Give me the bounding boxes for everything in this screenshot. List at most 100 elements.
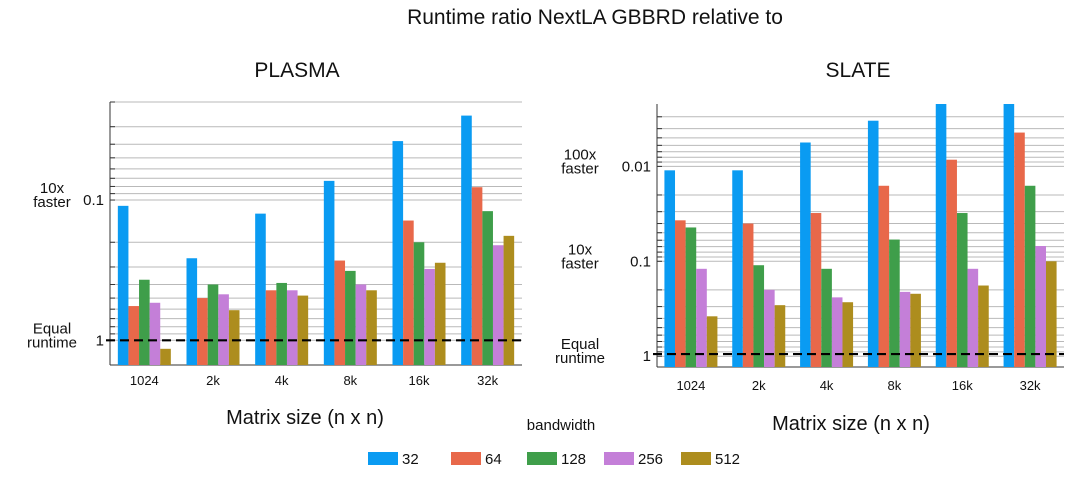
x-tick-label: 4k (275, 373, 289, 388)
bar-256-4k (286, 290, 298, 365)
y-tick-label: 1 (643, 348, 651, 365)
x-tick-label: 2k (206, 373, 220, 388)
legend-label-64: 64 (485, 451, 502, 468)
bar-128-8k (889, 239, 900, 367)
bar-64-1024 (128, 306, 140, 365)
bar-128-16k (413, 242, 425, 365)
bar-32-32k (1003, 104, 1015, 367)
legend-swatch-256 (604, 452, 634, 465)
bar-64-16k (403, 220, 414, 365)
x-axis-label: Matrix size (n x n) (772, 413, 930, 435)
bar-256-8k (899, 291, 911, 367)
y-tick-label: 1 (96, 332, 104, 349)
bar-32-2k (186, 258, 198, 365)
bar-256-16k (967, 268, 979, 367)
bar-32-32k (461, 115, 472, 365)
bar-256-32k (492, 245, 504, 365)
figure-title: Runtime ratio NextLA GBBRD relative to (407, 6, 783, 29)
legend-label-512: 512 (715, 451, 740, 468)
annotation: 10x faster (33, 180, 71, 211)
legend-swatch-32 (368, 452, 398, 465)
bar-512-8k (366, 290, 377, 365)
bar-256-32k (1035, 246, 1046, 367)
panel-title: PLASMA (254, 59, 339, 82)
bar-128-4k (821, 268, 832, 367)
bar-128-8k (345, 270, 356, 365)
bar-512-8k (910, 293, 921, 367)
bar-128-2k (207, 284, 219, 365)
bar-64-32k (1014, 132, 1025, 367)
panel-plasma: PLASMA Matrix size (n x n) 0.1 1 10x faster… (27, 59, 522, 429)
bar-64-4k (265, 290, 277, 365)
annotation: Equal runtime (555, 336, 605, 367)
panel-title: SLATE (826, 59, 891, 82)
bar-64-2k (197, 298, 208, 365)
x-tick-label: 16k (409, 373, 430, 388)
bar-64-2k (742, 223, 754, 367)
bar-512-32k (503, 235, 515, 365)
annotation: 10x faster (561, 241, 599, 272)
bar-32-16k (935, 104, 947, 367)
bar-256-2k (764, 289, 775, 367)
bar-256-4k (831, 297, 843, 367)
bar-128-1024 (685, 227, 697, 367)
legend-swatch-512 (681, 452, 711, 465)
y-tick-label: 0.1 (83, 192, 104, 209)
bar-128-4k (276, 282, 287, 365)
legend-label-128: 128 (561, 451, 586, 468)
legend-swatch-128 (527, 452, 557, 465)
bar-64-16k (946, 159, 957, 367)
bar-32-1024 (117, 205, 129, 365)
legend-title: bandwidth (527, 417, 595, 434)
panel-slate: SLATE Matrix size (n x n) 0.01 0.1 1 100x fa… (555, 59, 1064, 435)
bar-256-16k (424, 268, 435, 365)
bar-512-16k (978, 285, 989, 367)
legend-swatch-64 (451, 452, 481, 465)
bar-64-32k (471, 187, 483, 365)
bar-512-1024 (706, 316, 718, 367)
bar-32-2k (732, 170, 743, 367)
x-tick-label: 32k (1020, 378, 1041, 393)
bar-64-1024 (675, 220, 686, 367)
bar-512-1024 (160, 348, 171, 365)
bar-128-32k (482, 211, 493, 365)
bar-64-4k (810, 213, 822, 367)
bar-128-2k (753, 265, 765, 367)
bar-512-32k (1045, 261, 1057, 367)
bar-32-8k (323, 180, 335, 365)
legend-label-32: 32 (402, 451, 419, 468)
bar-32-4k (255, 213, 266, 365)
x-tick-label: 16k (952, 378, 973, 393)
x-tick-label: 2k (752, 378, 766, 393)
x-tick-label: 32k (477, 373, 498, 388)
bar-256-2k (218, 294, 229, 365)
bar-64-8k (334, 260, 346, 365)
x-tick-label: 8k (343, 373, 357, 388)
x-tick-label: 1024 (676, 378, 705, 393)
annotation: Equal runtime (27, 320, 77, 351)
bar-512-16k (434, 262, 446, 365)
x-tick-label: 1024 (130, 373, 159, 388)
bar-32-16k (392, 141, 404, 365)
bar-512-4k (297, 295, 309, 365)
y-tick-label: 0.01 (622, 158, 651, 175)
legend-label-256: 256 (638, 451, 663, 468)
bar-512-2k (228, 310, 240, 365)
x-tick-label: 4k (820, 378, 834, 393)
bar-512-2k (774, 305, 786, 367)
x-axis-label: Matrix size (n x n) (226, 407, 384, 429)
bar-32-1024 (664, 170, 676, 367)
bar-32-4k (800, 142, 811, 367)
bar-128-1024 (139, 279, 150, 365)
x-tick-label: 8k (888, 378, 902, 393)
bar-32-8k (867, 120, 879, 367)
bar-256-8k (355, 284, 367, 365)
bar-128-32k (1024, 185, 1036, 367)
y-tick-label: 0.1 (630, 253, 651, 270)
bar-64-8k (878, 185, 890, 367)
bar-128-16k (956, 213, 968, 367)
bar-512-4k (842, 302, 854, 367)
legend: bandwidth 32 64 128 256 512 (368, 417, 740, 468)
bar-256-1024 (149, 302, 161, 365)
